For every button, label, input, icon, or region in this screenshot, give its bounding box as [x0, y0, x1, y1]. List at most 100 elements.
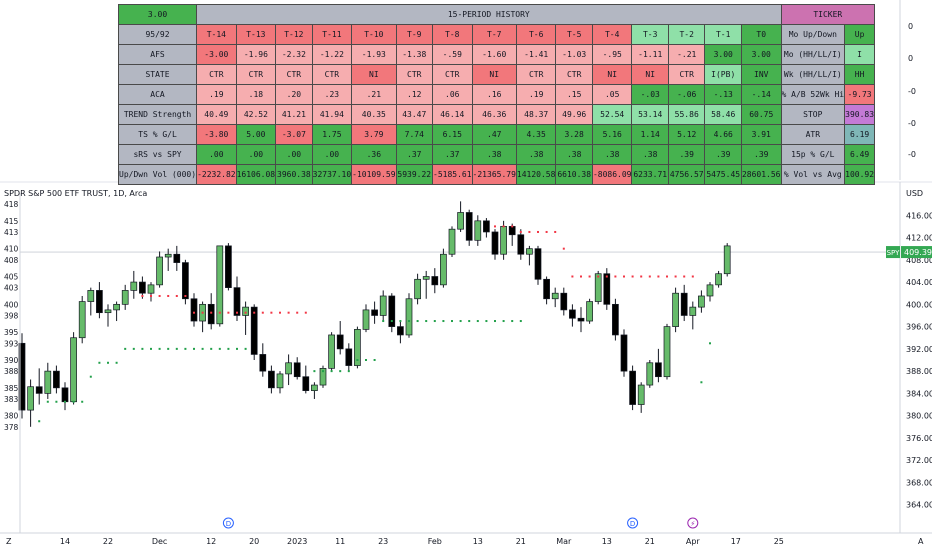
candle-up [319, 368, 327, 386]
candle-up [276, 373, 284, 389]
table-cell: T-4 [591, 24, 633, 45]
table-cell: .12 [395, 84, 434, 105]
table-cell: INV [740, 64, 782, 85]
stop-marker-red [261, 311, 264, 314]
candle-up [440, 253, 447, 286]
table-cell: .47 [471, 124, 517, 145]
stop-marker-green [700, 381, 703, 384]
candle-down [612, 303, 619, 336]
stop-marker-green [132, 347, 135, 350]
candle-down [655, 362, 662, 378]
stop-marker-green [709, 342, 711, 345]
table-row: TREND Strength 40.49 42.52 41.21 41.94 40.35 4… [117, 104, 876, 125]
candle-down [491, 231, 499, 255]
row-label: 95/92 [117, 24, 198, 45]
dividend-event [222, 517, 234, 529]
stop-marker-red [304, 311, 307, 314]
candle-down [534, 248, 542, 280]
table-cell: 6233.71 [631, 164, 669, 185]
table-cell: 3960.38 [275, 164, 313, 185]
y-tick-label-right: 412.00 [906, 234, 932, 243]
info-label: Mo Up/Down [780, 24, 846, 45]
y-tick-label-left: 385 [4, 384, 19, 393]
candle-down [18, 342, 26, 411]
stop-marker-red [545, 230, 548, 233]
candle-up [672, 292, 679, 327]
candle-up [164, 253, 172, 258]
candle-down [397, 326, 404, 336]
info-label: ATR [780, 124, 846, 145]
table-cell: T0 [740, 24, 782, 45]
candle-down [517, 234, 525, 255]
price-tag-value: 409.39 [904, 248, 932, 257]
stop-marker-green [227, 347, 230, 350]
table-cell: 40.49 [196, 104, 237, 125]
stop-marker-green [382, 320, 385, 323]
table-cell: CTR [667, 64, 706, 85]
y-tick-label-left: 388 [4, 367, 19, 376]
event-label: D [226, 520, 231, 528]
candle-up [526, 248, 533, 255]
candle-up [646, 362, 654, 386]
candle-up [551, 292, 559, 300]
event-label: ⚡ [690, 520, 695, 528]
candle-down [388, 295, 396, 327]
table-cell: 4.66 [704, 124, 742, 145]
stop-marker-red [580, 275, 582, 278]
stop-marker-red [571, 275, 574, 278]
x-tick-label: 23 [378, 537, 388, 546]
stop-marker-red [666, 275, 668, 278]
candle-down [620, 334, 628, 372]
candle-up [689, 306, 697, 316]
table-cell: T-13 [235, 24, 277, 45]
stop-marker-green [141, 347, 144, 350]
candle-down [35, 386, 43, 394]
x-tick-label: 17 [731, 537, 741, 546]
stop-marker-red [640, 275, 643, 278]
stop-marker-red [218, 311, 221, 314]
stop-marker-red [502, 225, 505, 228]
table-cell: .19 [196, 84, 237, 105]
row-label: TREND Strength [117, 104, 198, 125]
table-cell: NI [591, 64, 633, 85]
candle-up [405, 298, 413, 336]
table-cell: 16106.08 [235, 164, 277, 185]
table-cell: -.59 [432, 44, 473, 65]
table-cell: .23 [311, 84, 353, 105]
table-cell: 32737.10 [311, 164, 353, 185]
candle-down [336, 334, 344, 350]
stop-marker-red [193, 311, 195, 314]
stop-marker-green [476, 320, 479, 323]
event-markers[interactable]: D D ⚡ [222, 517, 699, 529]
stop-marker-red [614, 275, 617, 278]
y-tick-label-left: 395 [4, 328, 19, 337]
y-tick-label-right: 396.00 [906, 323, 932, 332]
candle-up [78, 301, 86, 339]
stop-markers [38, 225, 711, 423]
candle-up [448, 228, 456, 255]
stop-marker-green [244, 347, 247, 350]
stop-marker-red [184, 294, 187, 297]
stop-marker-red [623, 275, 625, 278]
table-cell: -3.80 [196, 124, 237, 145]
table-cell: 1.75 [311, 124, 353, 145]
x-tick-label: 21 [516, 537, 526, 546]
table-cell: 46.14 [432, 104, 473, 125]
candle-down [569, 309, 576, 319]
y-tick-label-left: 400 [4, 300, 19, 309]
stop-marker-green [175, 347, 178, 350]
table-cell: -3.07 [275, 124, 313, 145]
x-tick-label: Apr [686, 537, 701, 546]
top-axis-label: -0 [908, 150, 916, 159]
y-tick-label-left: 380 [4, 412, 19, 421]
stop-marker-red [270, 311, 273, 314]
table-cell: -5185.61 [432, 164, 473, 185]
currency-label: USD [906, 189, 923, 198]
x-tick-label: Dec [152, 537, 167, 546]
stop-marker-red [253, 311, 256, 314]
table-cell: 52.54 [591, 104, 633, 125]
table-cell: .39 [704, 144, 742, 165]
y-tick-label-left: 398 [4, 311, 19, 320]
row-label: TS % G/L [117, 124, 198, 145]
